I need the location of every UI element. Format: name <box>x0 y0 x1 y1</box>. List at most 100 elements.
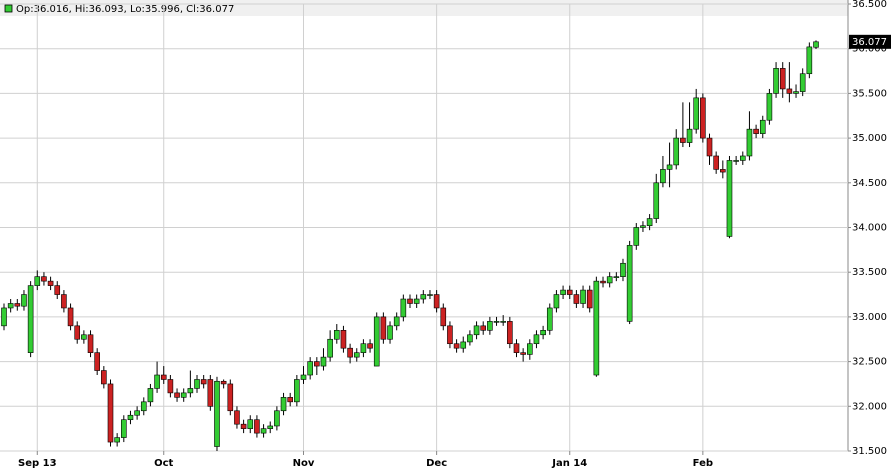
legend-swatch <box>4 4 13 13</box>
candle-body <box>586 289 593 309</box>
candle-body <box>813 41 819 48</box>
candle-body <box>294 379 300 403</box>
candle-body <box>160 374 167 380</box>
candle-body <box>67 307 74 327</box>
candle-body <box>260 428 267 434</box>
candle-body <box>686 128 693 143</box>
x-tick-label: Jan 14 <box>551 458 587 469</box>
candle-body <box>121 419 127 438</box>
candle-body <box>320 356 327 367</box>
candle-body <box>706 137 713 157</box>
candle-body <box>187 388 194 394</box>
candle-body <box>646 218 653 227</box>
candle-body <box>61 294 67 309</box>
candle-body <box>140 401 147 412</box>
candle-body <box>227 383 234 412</box>
candle-body <box>420 294 427 300</box>
candle-body <box>507 321 513 345</box>
candle-body <box>307 361 313 376</box>
candle-body <box>560 289 566 295</box>
candle-body <box>487 321 493 331</box>
candle-body <box>300 374 307 380</box>
candle-body <box>207 379 214 407</box>
candle-body <box>400 298 407 318</box>
candle-body <box>806 46 813 75</box>
candle-body <box>620 262 626 277</box>
candle-body <box>367 343 373 349</box>
candle-body <box>640 225 646 228</box>
last-price-box <box>849 34 891 49</box>
candle-body <box>94 352 100 371</box>
candle-body <box>200 379 207 385</box>
candle-body <box>407 298 413 304</box>
legend-text: Op:36.016, Hi:36.093, Lo:35.996, Cl:36.0… <box>16 4 234 15</box>
candle-body <box>393 316 400 327</box>
candle-body <box>773 68 779 94</box>
y-tick-label: 36.500 <box>852 0 887 10</box>
candle-body <box>713 155 719 170</box>
candle-body <box>147 388 154 403</box>
x-tick-label: Dec <box>426 458 447 469</box>
candle-body <box>14 303 21 307</box>
candle-body <box>700 97 706 139</box>
candle-body <box>54 285 61 295</box>
candle-body <box>460 341 467 349</box>
candle-body <box>593 280 600 376</box>
candle-body <box>380 316 387 340</box>
candle-body <box>753 128 759 134</box>
candle-body <box>573 294 580 304</box>
candle-body <box>680 137 686 143</box>
candle-body <box>480 325 487 331</box>
candle-body <box>473 325 480 336</box>
candle-body <box>553 294 560 309</box>
candle-body <box>214 380 220 447</box>
candle-body <box>786 88 793 94</box>
candle-body <box>739 155 746 161</box>
candle-body <box>633 227 640 246</box>
candle-body <box>194 379 200 389</box>
candle-body <box>453 343 460 349</box>
candle-body <box>7 303 14 309</box>
candle-body <box>81 334 87 340</box>
last-price-label: 36.077 <box>852 37 887 48</box>
candle-body <box>74 325 81 340</box>
candle-body <box>440 307 447 327</box>
candle-body <box>174 392 180 398</box>
candle-body <box>254 419 260 434</box>
candle-body <box>433 294 440 309</box>
candle-body <box>47 280 54 286</box>
candle-body <box>154 374 160 389</box>
x-tick-label: Sep 13 <box>18 458 57 469</box>
candle-body <box>1 307 7 327</box>
candle-body <box>240 423 247 429</box>
candle-body <box>493 321 500 323</box>
candle-body <box>799 73 806 92</box>
candle-body <box>513 343 520 353</box>
candle-body <box>34 276 41 286</box>
candle-body <box>180 392 187 398</box>
candle-body <box>327 338 333 358</box>
candle-body <box>27 285 34 353</box>
candle-body <box>413 298 420 304</box>
y-tick-label: 33.000 <box>852 312 887 323</box>
candle-body <box>127 414 134 421</box>
candle-body <box>360 343 367 353</box>
candle-body <box>666 164 673 170</box>
candle-body <box>220 380 227 385</box>
candle-body <box>653 182 660 219</box>
x-tick-label: Nov <box>293 458 315 469</box>
candle-body <box>353 352 360 358</box>
candle-body <box>427 294 433 296</box>
y-tick-label: 36.000 <box>852 44 887 55</box>
candle-body <box>793 91 799 94</box>
candle-body <box>340 330 347 349</box>
candle-body <box>527 343 533 355</box>
candle-body <box>626 245 633 322</box>
candle-body <box>274 410 280 427</box>
candle-body <box>606 276 613 284</box>
candle-body <box>314 361 320 367</box>
candle-body <box>540 330 546 336</box>
candle-body <box>333 330 340 340</box>
